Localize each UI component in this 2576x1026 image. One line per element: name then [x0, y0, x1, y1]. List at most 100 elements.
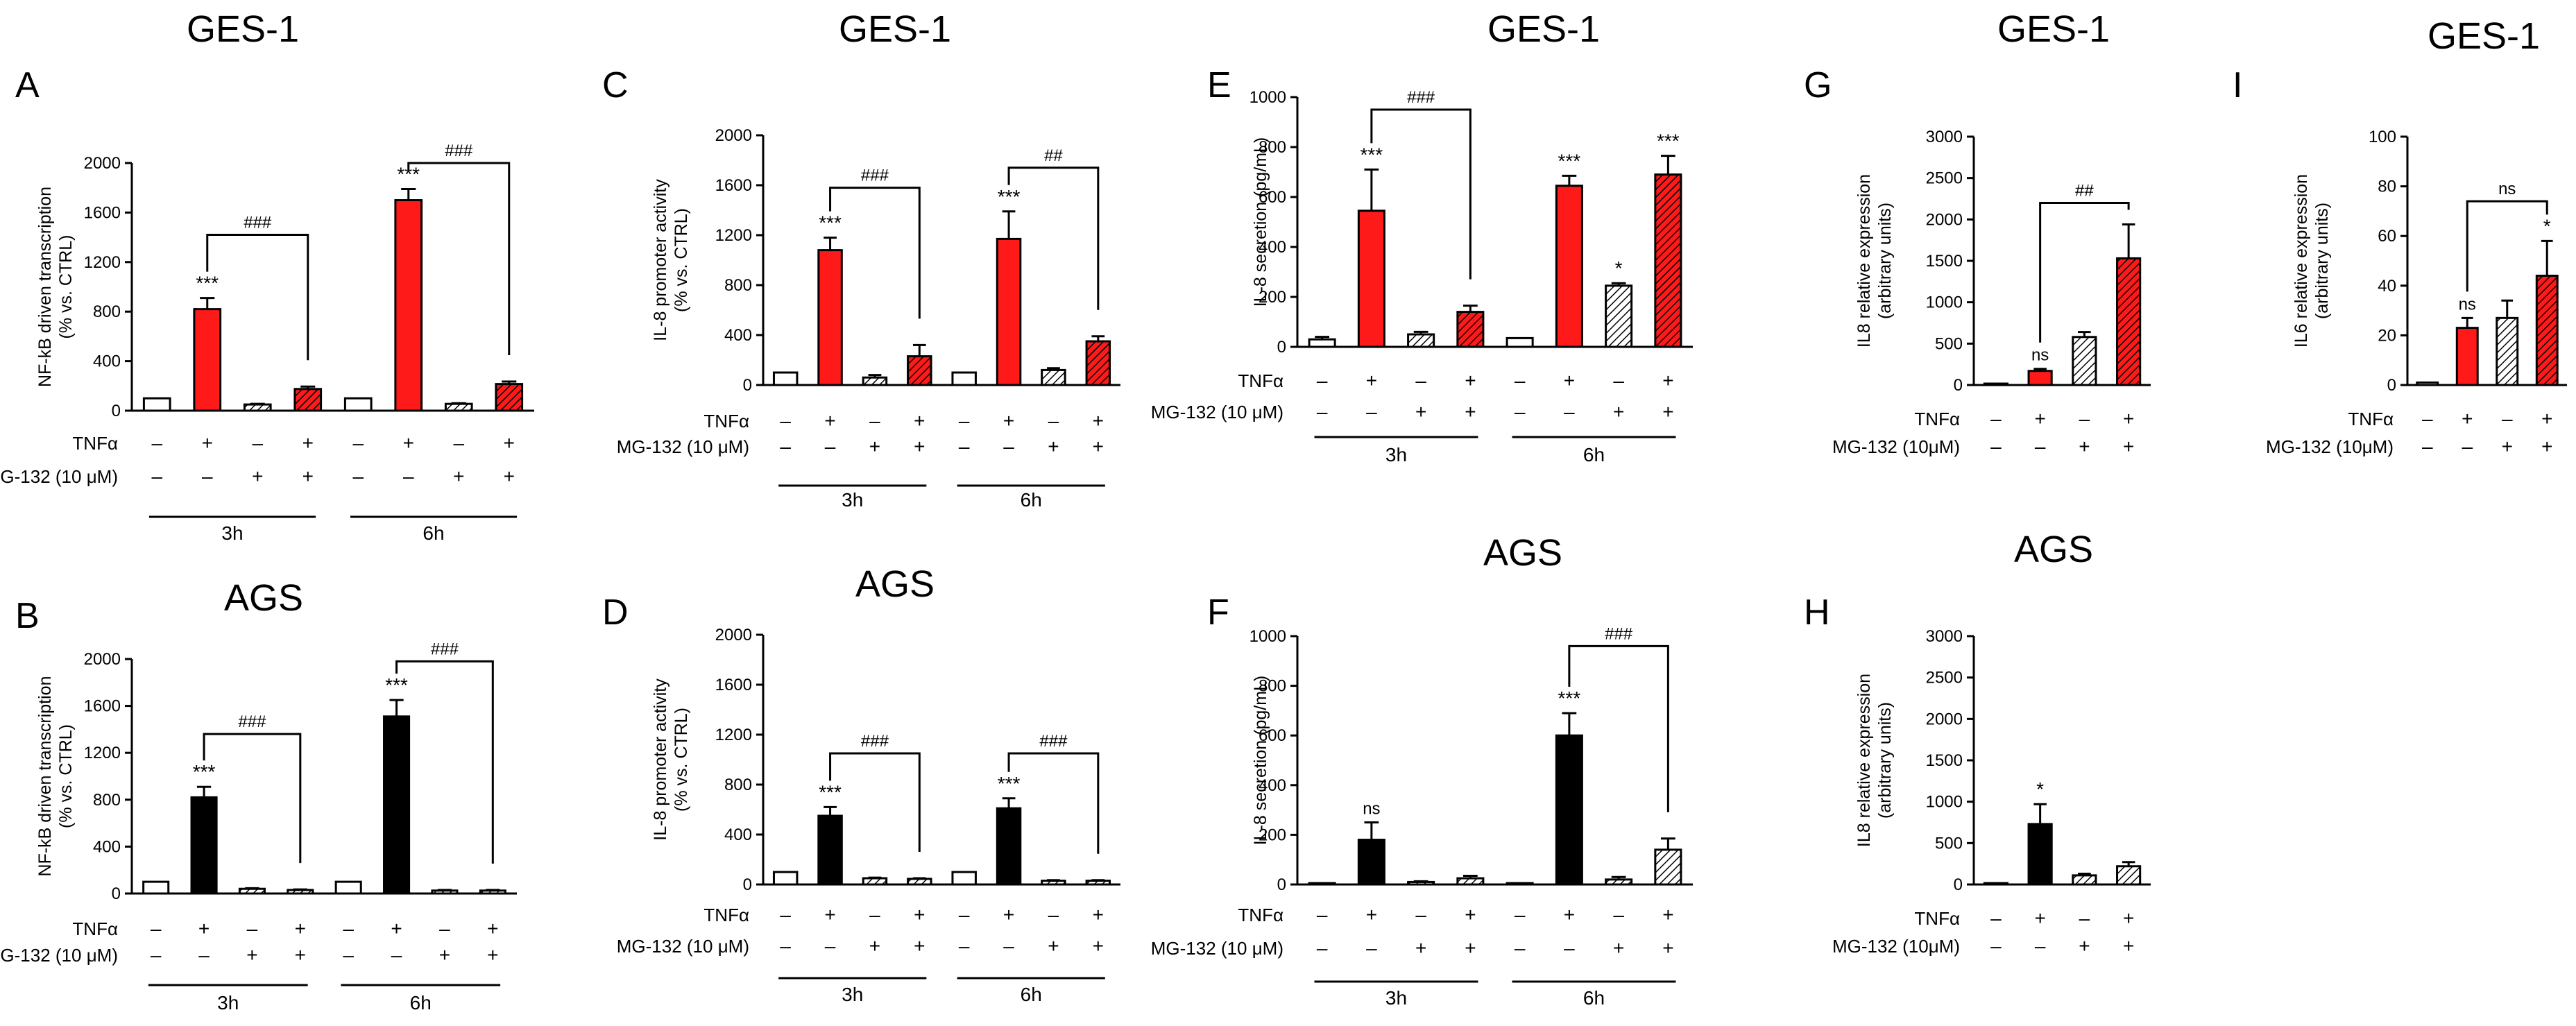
bar	[1505, 336, 1534, 348]
y-tick-label: 1200	[715, 226, 752, 245]
y-axis-label: (% vs. CTRL)	[672, 208, 691, 312]
bar	[1456, 311, 1485, 348]
y-tick-label: 100	[2369, 128, 2396, 146]
significance-label: ***	[385, 674, 408, 696]
tnf-sign: –	[1415, 904, 1426, 925]
group-label: 3h	[221, 522, 243, 544]
bar	[190, 796, 218, 895]
tnf-sign: –	[1317, 904, 1328, 925]
panel-letter: B	[15, 596, 40, 636]
mg132-sign: –	[1990, 935, 2002, 957]
tnf-sign: +	[1465, 370, 1476, 391]
tnf-sign: +	[198, 918, 210, 939]
tnf-sign: –	[252, 432, 263, 454]
mg132-sign: –	[343, 944, 354, 966]
y-tick-label: 800	[724, 776, 752, 794]
significance-label: ns	[1363, 800, 1380, 819]
tnf-sign: –	[780, 410, 791, 431]
bar	[1407, 880, 1435, 886]
y-axis-label: IL-8 secretion (pg/mL)	[1251, 137, 1270, 307]
tnf-sign: +	[1662, 370, 1673, 391]
mg132-sign: +	[869, 436, 880, 457]
tnf-sign: +	[1662, 904, 1673, 925]
bracket-label: ###	[244, 214, 272, 232]
mg132-sign: –	[825, 935, 836, 957]
bar	[1041, 880, 1066, 886]
y-tick-label: 1600	[84, 203, 121, 222]
row-label-tnf: TNFα	[1914, 409, 1960, 429]
tnf-sign: –	[1415, 370, 1426, 391]
panel-title: AGS	[855, 563, 935, 605]
panel-title: AGS	[2014, 529, 2093, 570]
y-tick-label: 2500	[1926, 669, 1963, 687]
bar	[1308, 882, 1336, 886]
tnf-sign: –	[247, 918, 258, 939]
bar	[2116, 257, 2142, 386]
tnf-sign: +	[1564, 904, 1575, 925]
comparison-bracket	[206, 234, 309, 361]
group-label: 6h	[423, 522, 444, 544]
mg132-sign: –	[1515, 937, 1526, 959]
panel-D: D AGS 0 400 800 1200 1600 2000 IL-8 promoter act…	[602, 563, 1120, 1005]
tnf-sign: –	[439, 918, 450, 939]
mg132-sign: –	[202, 465, 213, 487]
tnf-sign: –	[869, 410, 880, 431]
y-tick-label: 1000	[1249, 88, 1286, 107]
tnf-sign: +	[302, 432, 314, 454]
comparison-bracket	[1007, 752, 1100, 854]
y-tick-label: 500	[1935, 834, 1963, 853]
y-tick-label: 400	[724, 326, 752, 345]
bar	[1654, 173, 1682, 348]
y-tick-label: 1500	[1926, 751, 1963, 770]
mg132-sign: –	[1990, 436, 2002, 457]
bracket-label: ###	[431, 640, 459, 658]
mg132-sign: –	[1366, 401, 1377, 422]
group-label: 3h	[1385, 987, 1407, 1009]
bar	[1041, 368, 1066, 386]
mg132-sign: –	[1564, 937, 1575, 959]
mg132-sign: +	[1415, 937, 1426, 959]
bar	[772, 371, 799, 386]
bar	[772, 871, 799, 886]
mg132-sign: +	[246, 944, 257, 966]
panel-title: GES-1	[187, 8, 299, 50]
panel-title: AGS	[224, 577, 303, 619]
y-tick-label: 0	[112, 884, 121, 903]
bar	[495, 383, 524, 412]
mg132-sign: –	[2462, 436, 2473, 457]
panel-letter: A	[15, 65, 40, 105]
row-label-mg132: MG-132 (10 μM)	[0, 945, 118, 966]
mg132-sign: +	[1093, 935, 1104, 957]
significance-label: ***	[1558, 150, 1581, 171]
row-label-mg132: MG-132 (10 μM)	[1151, 938, 1283, 959]
bar	[2496, 316, 2519, 386]
mg132-sign: –	[1317, 937, 1328, 959]
y-tick-label: 800	[724, 276, 752, 295]
bar	[951, 371, 977, 386]
y-tick-label: 800	[1259, 677, 1286, 696]
group-label: 6h	[1021, 489, 1042, 511]
bar	[1555, 734, 1583, 886]
tnf-sign: –	[1990, 907, 2002, 929]
mg132-sign: +	[1662, 401, 1673, 422]
panel-G: G GES-1 0 500 1000 1500 2000 2500 3000 IL8 relati…	[1804, 8, 2151, 457]
bar	[1983, 382, 2008, 386]
panel-I: I GES-1 0 20 40 60 80 100 IL6 relative expressio…	[2233, 15, 2567, 457]
mg132-sign: –	[959, 935, 970, 957]
mg132-sign: +	[1465, 401, 1476, 422]
y-tick-label: 0	[1954, 376, 1963, 395]
bar	[2072, 874, 2097, 886]
bar	[2072, 336, 2097, 386]
mg132-sign: +	[302, 465, 314, 487]
tnf-sign: +	[914, 904, 925, 925]
significance-label: ***	[998, 773, 1021, 794]
y-tick-label: 1500	[1926, 252, 1963, 271]
tnf-sign: +	[1093, 410, 1104, 431]
mg132-sign: –	[151, 465, 162, 487]
mg132-sign: –	[2035, 436, 2046, 457]
y-tick-label: 800	[93, 302, 121, 321]
comparison-bracket	[1007, 166, 1100, 310]
y-tick-label: 1000	[1926, 793, 1963, 812]
y-tick-label: 0	[2387, 376, 2396, 395]
y-tick-label: 800	[93, 791, 121, 810]
